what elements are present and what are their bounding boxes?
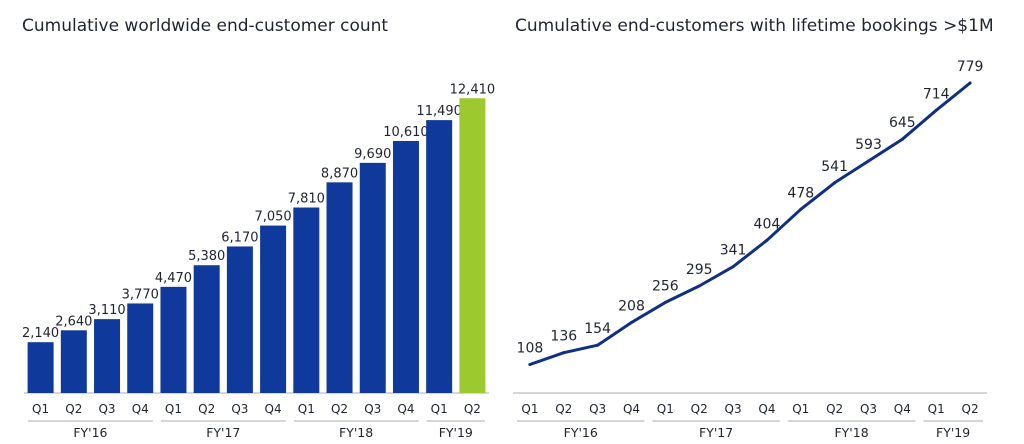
bar xyxy=(127,303,154,393)
line-group-label: FY'16 xyxy=(564,425,598,440)
line-x-tick-label: Q2 xyxy=(962,402,979,416)
line-x-tick-label: Q4 xyxy=(894,402,911,416)
line-x-tick-label: Q2 xyxy=(555,402,572,416)
bar xyxy=(260,225,287,393)
bar-x-tick-label: Q1 xyxy=(431,402,448,416)
line-point xyxy=(731,265,735,269)
bar-value-label: 8,870 xyxy=(321,166,358,181)
line-x-tick-label: Q3 xyxy=(860,402,877,416)
line-point xyxy=(630,321,633,325)
bar-x-tick-label: Q3 xyxy=(98,402,115,416)
bar xyxy=(459,98,486,393)
line-group-label: FY'19 xyxy=(936,425,970,440)
line-value-label: 136 xyxy=(550,329,577,345)
bar-x-tick-label: Q2 xyxy=(65,402,82,416)
line-value-label: 478 xyxy=(787,185,814,201)
line-x-tick-label: Q1 xyxy=(521,402,538,416)
bar xyxy=(326,182,353,393)
line-point xyxy=(663,300,667,304)
line-x-tick-label: Q2 xyxy=(691,402,708,416)
bar xyxy=(359,162,386,393)
bar-value-label: 5,380 xyxy=(188,249,225,264)
bar-value-label: 6,170 xyxy=(221,230,258,245)
line-point xyxy=(867,159,870,163)
line-point xyxy=(900,137,904,141)
line-value-label: 208 xyxy=(618,299,645,315)
bar-x-tick-label: Q1 xyxy=(298,402,315,416)
line-point xyxy=(562,351,566,355)
bar-x-tick-label: Q3 xyxy=(231,402,248,416)
bar-value-label: 3,110 xyxy=(88,303,125,318)
line-point xyxy=(697,284,701,288)
bar-value-label: 12,410 xyxy=(450,82,496,97)
bar-x-tick-label: Q1 xyxy=(32,402,49,416)
line-point xyxy=(934,108,938,112)
bar-value-label: 2,140 xyxy=(22,326,59,341)
line-x-tick-label: Q4 xyxy=(758,402,775,416)
line-value-label: 541 xyxy=(821,159,848,175)
bar xyxy=(392,141,419,393)
bar-x-tick-label: Q3 xyxy=(364,402,381,416)
bar xyxy=(193,265,220,393)
line-point xyxy=(968,81,972,85)
line-x-tick-label: Q2 xyxy=(826,402,843,416)
line-value-label: 154 xyxy=(584,321,611,337)
line-chart-title: Cumulative end-customers with lifetime b… xyxy=(515,16,994,36)
bar-value-label: 11,490 xyxy=(416,104,462,119)
line-point xyxy=(528,362,532,366)
bar xyxy=(27,342,54,393)
bar xyxy=(293,207,320,393)
line-x-tick-label: Q3 xyxy=(589,402,606,416)
bar xyxy=(60,330,87,393)
bar xyxy=(160,286,187,393)
bar-x-tick-label: Q4 xyxy=(132,402,149,416)
bar-value-label: 7,810 xyxy=(288,192,325,207)
line-x-tick-label: Q3 xyxy=(725,402,742,416)
line-value-label: 645 xyxy=(889,115,916,131)
bar-value-label: 7,050 xyxy=(254,210,291,225)
line-value-label: 714 xyxy=(923,86,950,102)
line-series xyxy=(528,81,972,366)
bar-value-label: 3,770 xyxy=(122,287,159,302)
line-value-label: 593 xyxy=(855,137,882,153)
line-point xyxy=(596,343,600,347)
line-point xyxy=(799,207,803,211)
bar xyxy=(94,319,121,393)
bar-group-label: FY'18 xyxy=(339,425,373,440)
bar-x-tick-label: Q2 xyxy=(198,402,215,416)
line-value-label: 341 xyxy=(720,243,747,259)
bar-group-label: FY'16 xyxy=(73,425,107,440)
bar-group-label: FY'17 xyxy=(206,425,240,440)
line-point xyxy=(765,238,769,242)
bar-x-tick-label: Q4 xyxy=(265,402,282,416)
bar-x-tick-label: Q4 xyxy=(397,402,414,416)
bar-value-label: 9,690 xyxy=(354,147,391,162)
line-group-label: FY'18 xyxy=(834,425,868,440)
line-value-label: 108 xyxy=(517,340,544,356)
bar xyxy=(226,246,253,393)
line-x-tick-label: Q1 xyxy=(792,402,809,416)
bar xyxy=(426,120,453,394)
bar-x-tick-label: Q2 xyxy=(464,402,481,416)
line-x-tick-label: Q1 xyxy=(928,402,945,416)
line-value-label: 404 xyxy=(754,216,781,232)
line-chart: 108 Q1 136 Q2 154 Q3 208 Q4 256 Q1 295 Q2 341 Q3 404 Q4… xyxy=(513,59,987,440)
line-point xyxy=(833,181,837,185)
line-x-tick-label: Q4 xyxy=(623,402,640,416)
line-x-tick-label: Q1 xyxy=(657,402,674,416)
line-value-label: 295 xyxy=(686,262,713,278)
bar-group-label: FY'19 xyxy=(439,425,473,440)
line-value-label: 256 xyxy=(652,278,679,294)
bar-x-tick-label: Q1 xyxy=(165,402,182,416)
bar-value-label: 4,470 xyxy=(155,271,192,286)
bar-x-tick-label: Q2 xyxy=(331,402,348,416)
line-group-label: FY'17 xyxy=(699,425,733,440)
bar-chart-title: Cumulative worldwide end-customer count xyxy=(22,16,388,36)
line-value-label: 779 xyxy=(957,59,984,75)
bar-chart: 2,140 Q1 2,640 Q2 3,110 Q3 3,770 Q4 4,470 Q1 5,380… xyxy=(22,82,495,440)
bar-value-label: 10,610 xyxy=(383,125,429,140)
bar-value-label: 2,640 xyxy=(55,314,92,329)
